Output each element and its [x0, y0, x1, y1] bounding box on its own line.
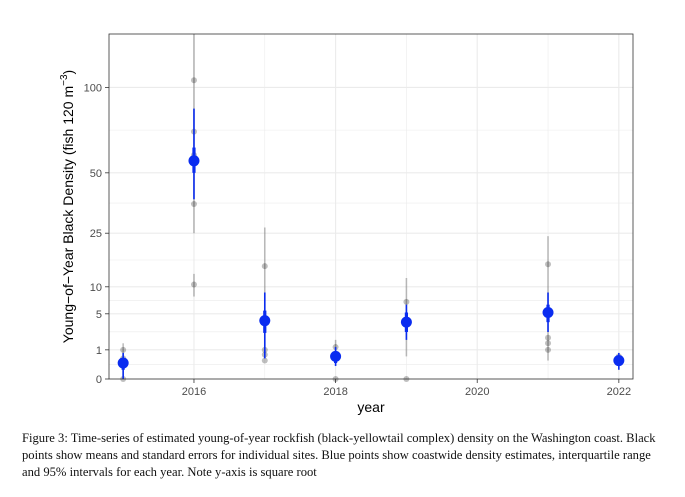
x-tick-label: 2022 [607, 386, 631, 398]
y-tick-label: 10 [90, 282, 102, 294]
site-point [545, 261, 552, 268]
site-point [545, 340, 552, 347]
y-tick-label: 25 [90, 228, 102, 240]
chart: 2016 2018 2020 2022 0 1 5 10 25 50 100 year Young… [59, 33, 634, 415]
figure-caption: Figure 3: Time-series of estimated young… [22, 431, 656, 479]
y-axis-ticks: 0 1 5 10 25 50 100 [84, 82, 109, 386]
coastwide-point [613, 355, 625, 367]
coastwide-point [400, 316, 412, 328]
site-point [403, 298, 410, 305]
x-tick-label: 2018 [323, 386, 347, 398]
coastwide-estimates [117, 108, 625, 379]
y-tick-label: 50 [90, 168, 102, 180]
grid-lines [109, 34, 633, 380]
y-tick-label: 100 [84, 82, 102, 94]
panel-border [108, 33, 634, 380]
x-axis-title: year [357, 399, 385, 415]
y-axis-title-exponent: −3 [59, 74, 70, 86]
y-tick-label: 1 [96, 345, 102, 357]
y-tick-label: 0 [96, 374, 102, 386]
coastwide-point [542, 307, 554, 319]
y-axis-title-close: ) [60, 70, 76, 75]
site-points [120, 77, 622, 382]
coastwide-point [330, 350, 342, 362]
x-tick-label: 2020 [465, 386, 489, 398]
site-point [545, 334, 552, 341]
coastwide-point [188, 155, 200, 167]
site-point [545, 346, 552, 353]
site-point [261, 263, 268, 270]
site-point [261, 357, 268, 364]
site-point [190, 77, 197, 84]
site-point [120, 346, 127, 353]
x-tick-label: 2016 [182, 386, 206, 398]
site-point [190, 281, 197, 288]
y-axis-title: Young−of−Year Black Density (fish 120 m−… [59, 70, 76, 343]
y-axis-title-main: Young−of−Year Black Density (fish 120 m [60, 86, 76, 343]
x-axis-ticks: 2016 2018 2020 2022 [182, 379, 631, 398]
coastwide-point [117, 357, 129, 369]
y-tick-label: 5 [96, 309, 102, 321]
coastwide-point [259, 315, 271, 327]
site-point [190, 201, 197, 208]
